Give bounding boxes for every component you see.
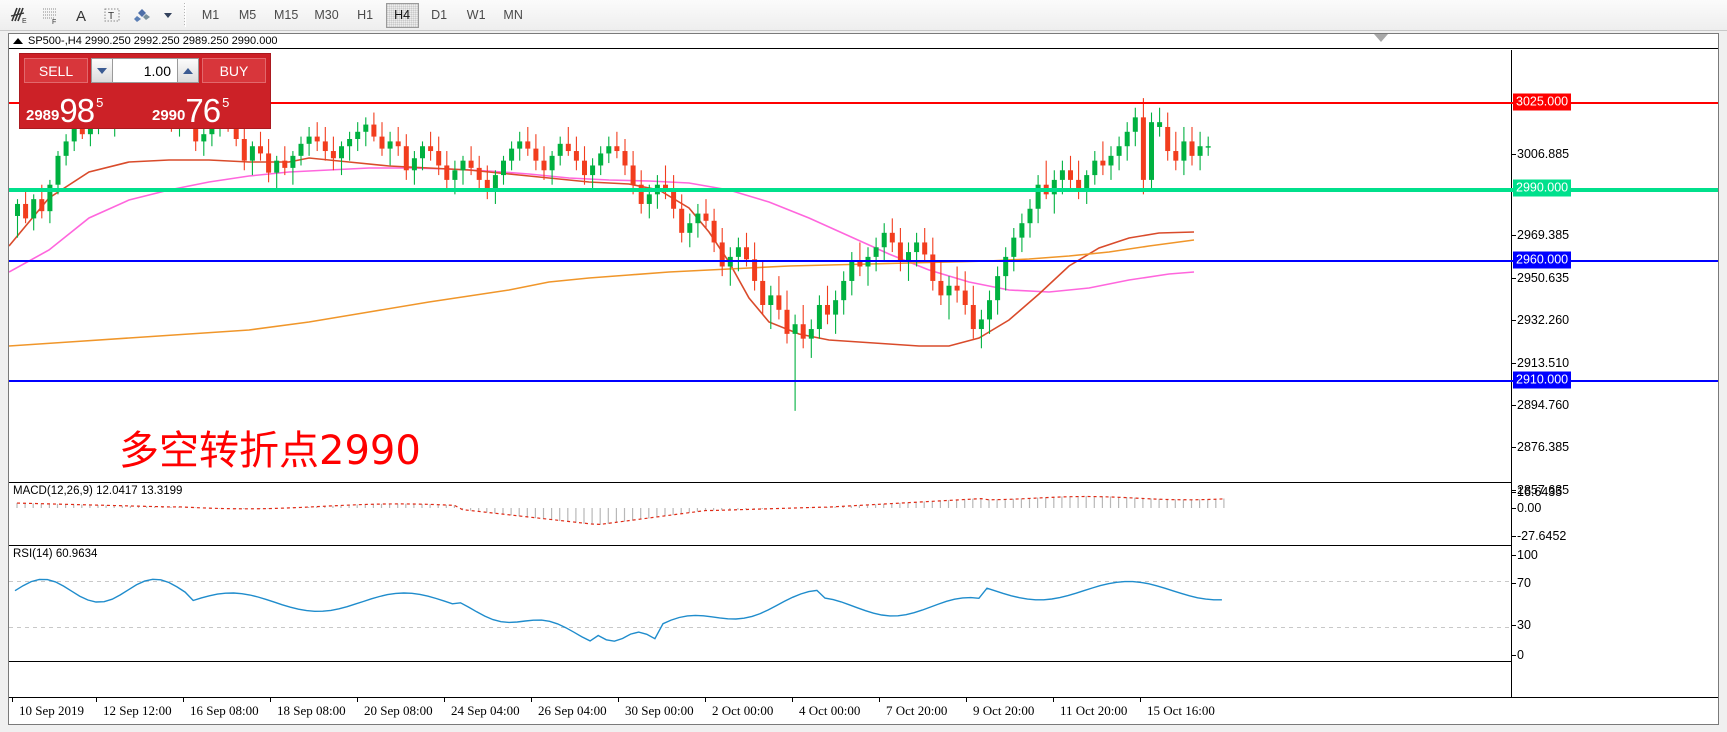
price-tick: 3006.885: [1511, 147, 1570, 161]
one-click-trading-panel[interactable]: SELL 1.00 BUY 2989 98 5 2990 76 5: [19, 53, 271, 129]
time-tick: 24 Sep 04:00: [444, 697, 520, 718]
macd-scale-tick: -27.6452: [1511, 529, 1567, 543]
macd-pane[interactable]: MACD(12,26,9) 12.0417 13.3199: [9, 484, 1718, 546]
price-tick: 2950.635: [1511, 271, 1570, 285]
bid-price[interactable]: 2989 98 5: [20, 84, 146, 128]
timeframe-d1[interactable]: D1: [431, 8, 448, 22]
ask-price-sup: 5: [222, 95, 230, 110]
horizontal-price-line[interactable]: [9, 260, 1718, 262]
volume-increase-button[interactable]: [177, 58, 199, 83]
macd-scale-tick: 0.00: [1511, 501, 1542, 515]
objects-dropdown-icon[interactable]: [159, 2, 175, 28]
timeframe-h4[interactable]: H4: [385, 2, 419, 28]
price-tick: 2876.385: [1511, 440, 1570, 454]
timeframe-h1[interactable]: H1: [357, 8, 374, 22]
bid-price-big: 98: [59, 91, 95, 129]
timeframe-m15[interactable]: M15: [274, 8, 299, 22]
text-icon[interactable]: A: [66, 2, 96, 28]
chart-title-text: SP500-,H4 2990.250 2992.250 2989.250 299…: [28, 35, 278, 47]
time-tick: 2 Oct 00:00: [704, 697, 774, 718]
timeframe-m30[interactable]: M30: [314, 8, 339, 22]
time-tick: 15 Oct 16:00: [1140, 697, 1215, 718]
ma-red: [9, 157, 1195, 347]
time-tick: 7 Oct 20:00: [878, 697, 948, 718]
price-tick: 2913.510: [1511, 356, 1570, 370]
time-tick: 4 Oct 00:00: [791, 697, 861, 718]
text-label-icon[interactable]: T: [97, 2, 127, 28]
indicators-icon[interactable]: E: [4, 2, 34, 28]
sell-button[interactable]: SELL: [24, 58, 88, 83]
time-tick: 20 Sep 08:00: [357, 697, 433, 718]
macd-caption: MACD(12,26,9) 12.0417 13.3199: [13, 485, 183, 497]
rsi-scale-tick: 30: [1512, 618, 1531, 632]
scroll-indicator-icon[interactable]: [1374, 34, 1388, 42]
chart-window: SP500-,H4 2990.250 2992.250 2989.250 299…: [8, 33, 1719, 725]
time-tick: 10 Sep 2019: [12, 697, 84, 718]
rsi-scale-tick: 70: [1512, 576, 1531, 590]
svg-text:T: T: [108, 11, 114, 22]
macd-canvas: [9, 484, 1718, 545]
time-tick: 9 Oct 20:00: [965, 697, 1035, 718]
collapse-icon[interactable]: [13, 38, 23, 44]
price-pane[interactable]: 多空转折点2990: [9, 50, 1718, 483]
oct-controls-row: SELL 1.00 BUY: [20, 54, 270, 84]
price-tick: 2894.760: [1511, 398, 1570, 412]
chart-annotation-text: 多空转折点2990: [119, 428, 421, 474]
horizontal-price-line[interactable]: [9, 188, 1718, 192]
ask-price-lead: 2990: [152, 107, 186, 124]
macd-scale-tick: 16.6435: [1511, 485, 1563, 499]
buy-button[interactable]: BUY: [202, 58, 266, 83]
price-tick: 2857.635: [1511, 483, 1570, 497]
oct-price-row: 2989 98 5 2990 76 5: [20, 84, 270, 128]
svg-text:A: A: [76, 8, 86, 25]
time-tick: 30 Sep 00:00: [618, 697, 694, 718]
ma-orange: [9, 239, 1195, 347]
chart-title-bar: SP500-,H4 2990.250 2992.250 2989.250 299…: [9, 34, 1718, 49]
time-tick: 16 Sep 08:00: [183, 697, 259, 718]
timeframe-w1[interactable]: W1: [466, 8, 486, 22]
objects-icon[interactable]: [128, 2, 158, 28]
price-tick: 2969.385: [1511, 228, 1570, 242]
macd-signal-line: [16, 495, 1224, 526]
grid-icon[interactable]: F: [35, 2, 65, 28]
rsi-svg: [9, 578, 1513, 642]
svg-text:E: E: [22, 18, 27, 25]
price-tick: 2932.260: [1511, 313, 1570, 327]
rsi-pane[interactable]: RSI(14) 60.9634: [9, 547, 1718, 662]
timeframe-m1[interactable]: M1: [201, 8, 220, 22]
time-tick: 11 Oct 20:00: [1052, 697, 1128, 718]
rsi-caption: RSI(14) 60.9634: [13, 548, 98, 560]
svg-text:F: F: [52, 19, 56, 25]
price-level-label[interactable]: 2910.000: [1513, 371, 1572, 389]
ask-price-big: 76: [185, 91, 221, 129]
bid-price-lead: 2989: [26, 107, 60, 124]
time-tick: 18 Sep 08:00: [270, 697, 346, 718]
volume-input[interactable]: 1.00: [113, 58, 177, 83]
price-level-label[interactable]: 2960.000: [1513, 251, 1572, 269]
rsi-canvas: [9, 547, 1718, 661]
horizontal-price-line[interactable]: [9, 380, 1718, 382]
macd-svg: [16, 495, 1225, 526]
plot-area[interactable]: 多空转折点2990 MACD(12,26,9) 12.0417 13.3199 …: [9, 50, 1718, 724]
volume-stepper[interactable]: 1.00: [91, 58, 199, 83]
rsi-line: [14, 578, 1222, 642]
time-tick: 26 Sep 04:00: [531, 697, 607, 718]
time-scale[interactable]: 10 Sep 2019 12 Sep 12:00 16 Sep 08:00 18 Se…: [9, 697, 1718, 724]
rsi-scale-tick: 0: [1512, 648, 1524, 662]
ask-price[interactable]: 2990 76 5: [146, 84, 270, 128]
toolbar-separator: [184, 3, 186, 27]
timeframe-m5[interactable]: M5: [238, 8, 257, 22]
rsi-scale-tick: 100: [1512, 548, 1538, 562]
volume-decrease-button[interactable]: [91, 58, 113, 83]
time-tick: 12 Sep 12:00: [96, 697, 172, 718]
bid-price-sup: 5: [96, 95, 104, 110]
price-level-label[interactable]: 3025.000: [1513, 93, 1572, 111]
ma-pink: [9, 167, 1195, 293]
main-toolbar: E F A T M1 M5 M15 M30 H1: [0, 0, 1727, 31]
horizontal-price-line[interactable]: [9, 102, 1718, 104]
price-scale[interactable]: 3006.885 2990.000 2969.385 2950.635 2932.260…: [1511, 50, 1718, 724]
price-level-label[interactable]: 2990.000: [1513, 179, 1572, 197]
timeframe-mn[interactable]: MN: [503, 8, 523, 22]
macd-histogram: [16, 496, 1225, 525]
